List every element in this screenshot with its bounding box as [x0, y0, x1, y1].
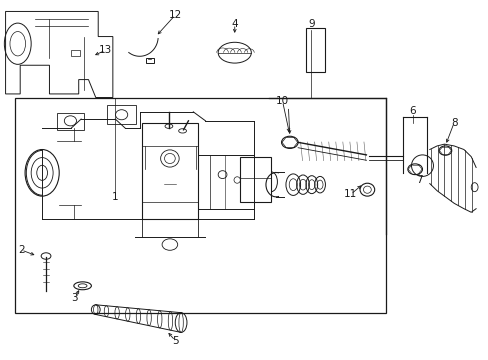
Text: 6: 6 [408, 106, 415, 116]
Bar [15, 98, 385, 313]
Text: 1: 1 [112, 192, 119, 202]
Text: 12: 12 [168, 10, 182, 20]
Text: 3: 3 [71, 293, 78, 303]
Bar [306, 28, 325, 72]
Bar [239, 157, 271, 202]
Bar [57, 113, 83, 130]
Text: 13: 13 [99, 45, 112, 55]
Text: 11: 11 [344, 189, 357, 199]
Bar [107, 105, 136, 125]
Bar [71, 50, 80, 56]
Text: 9: 9 [307, 19, 314, 29]
Text: 10: 10 [275, 96, 288, 106]
Text: 4: 4 [231, 19, 238, 29]
Text: 7: 7 [415, 175, 422, 185]
Bar [146, 58, 154, 63]
Text: 8: 8 [450, 118, 457, 128]
Text: 5: 5 [172, 336, 178, 346]
Bar [142, 123, 198, 220]
Text: 2: 2 [18, 245, 24, 255]
